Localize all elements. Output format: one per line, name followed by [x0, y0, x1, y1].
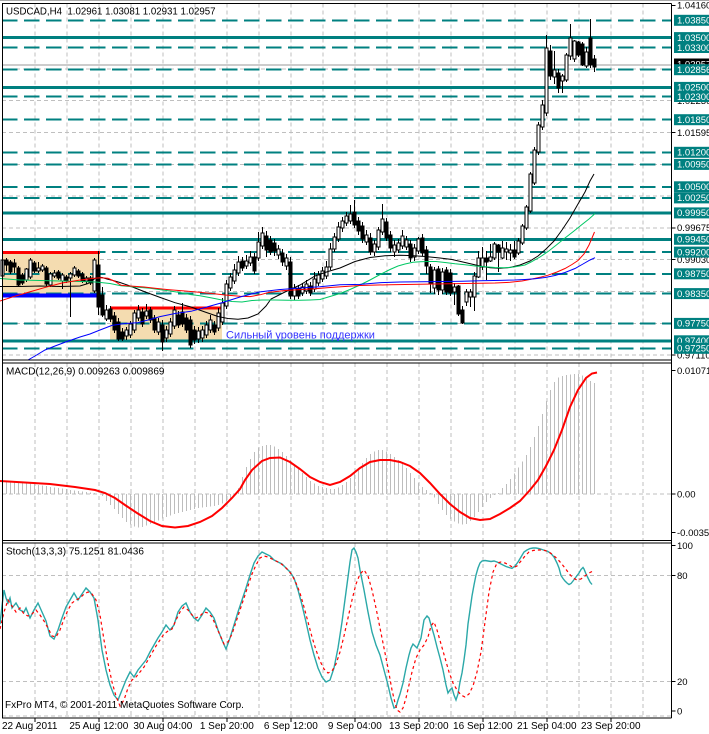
svg-text:1 Sep 20:00: 1 Sep 20:00	[200, 721, 254, 732]
svg-text:1.00950: 1.00950	[677, 160, 709, 171]
svg-text:22 Aug 2011: 22 Aug 2011	[2, 721, 58, 732]
svg-text:16 Sep 12:00: 16 Sep 12:00	[453, 721, 513, 732]
svg-text:0.98350: 0.98350	[677, 289, 709, 300]
svg-text:1.04160: 1.04160	[677, 1, 709, 12]
svg-text:0.99450: 0.99450	[677, 235, 709, 246]
svg-text:0.99200: 0.99200	[677, 247, 709, 258]
svg-text:0.97750: 0.97750	[677, 319, 709, 330]
svg-text:1.02300: 1.02300	[677, 92, 709, 103]
svg-text:25 Aug 12:00: 25 Aug 12:00	[69, 721, 128, 732]
svg-text:80: 80	[677, 571, 688, 582]
svg-text:20: 20	[677, 677, 688, 688]
svg-text:0.99030: 0.99030	[677, 255, 709, 266]
svg-text:1.03500: 1.03500	[677, 33, 709, 44]
svg-text:1.01850: 1.01850	[677, 115, 709, 126]
svg-text:13 Sep 20:00: 13 Sep 20:00	[389, 721, 449, 732]
svg-text:0.97110: 0.97110	[677, 351, 709, 362]
svg-text:Сильный уровень поддержки: Сильный уровень поддержки	[226, 330, 375, 342]
svg-text:9 Sep 04:00: 9 Sep 04:00	[328, 721, 382, 732]
svg-text:0.98750: 0.98750	[677, 269, 709, 280]
svg-text:1.03850: 1.03850	[677, 16, 709, 27]
svg-text:0.99950: 0.99950	[677, 208, 709, 219]
svg-text:FxPro MT4, © 2001-2011 MetaQuo: FxPro MT4, © 2001-2011 MetaQuotes Softwa…	[5, 700, 244, 711]
svg-text:MACD(12,26,9) 0.009263 0.00986: MACD(12,26,9) 0.009263 0.009869	[6, 367, 165, 378]
svg-text:1.01595: 1.01595	[677, 128, 709, 139]
svg-text:0.99675: 0.99675	[677, 223, 709, 234]
svg-text:0: 0	[677, 706, 682, 717]
svg-text:100: 100	[677, 541, 693, 552]
svg-text:0.97250: 0.97250	[677, 344, 709, 355]
svg-text:0.01071: 0.01071	[677, 366, 709, 377]
svg-text:1.01200: 1.01200	[677, 148, 709, 159]
svg-text:1.03300: 1.03300	[677, 43, 709, 54]
svg-text:6 Sep 12:00: 6 Sep 12:00	[264, 721, 318, 732]
svg-text:Stoch(13,3,3) 75.1251 81.0436: Stoch(13,3,3) 75.1251 81.0436	[6, 547, 144, 558]
svg-text:21 Sep 04:00: 21 Sep 04:00	[517, 721, 577, 732]
svg-text:USDCAD,H4 1.02961 1.03081 1.0: USDCAD,H4 1.02961 1.03081 1.02931 1.0295…	[6, 6, 216, 17]
svg-text:1.00250: 1.00250	[677, 193, 709, 204]
svg-text:0.00: 0.00	[677, 489, 696, 500]
svg-text:23 Sep 20:00: 23 Sep 20:00	[581, 721, 641, 732]
svg-text:1.02856: 1.02856	[677, 65, 709, 76]
svg-text:1.00500: 1.00500	[677, 182, 709, 193]
svg-text:1.02500: 1.02500	[677, 83, 709, 94]
svg-text:0.97400: 0.97400	[677, 336, 709, 347]
svg-text:30 Aug 04:00: 30 Aug 04:00	[133, 721, 192, 732]
